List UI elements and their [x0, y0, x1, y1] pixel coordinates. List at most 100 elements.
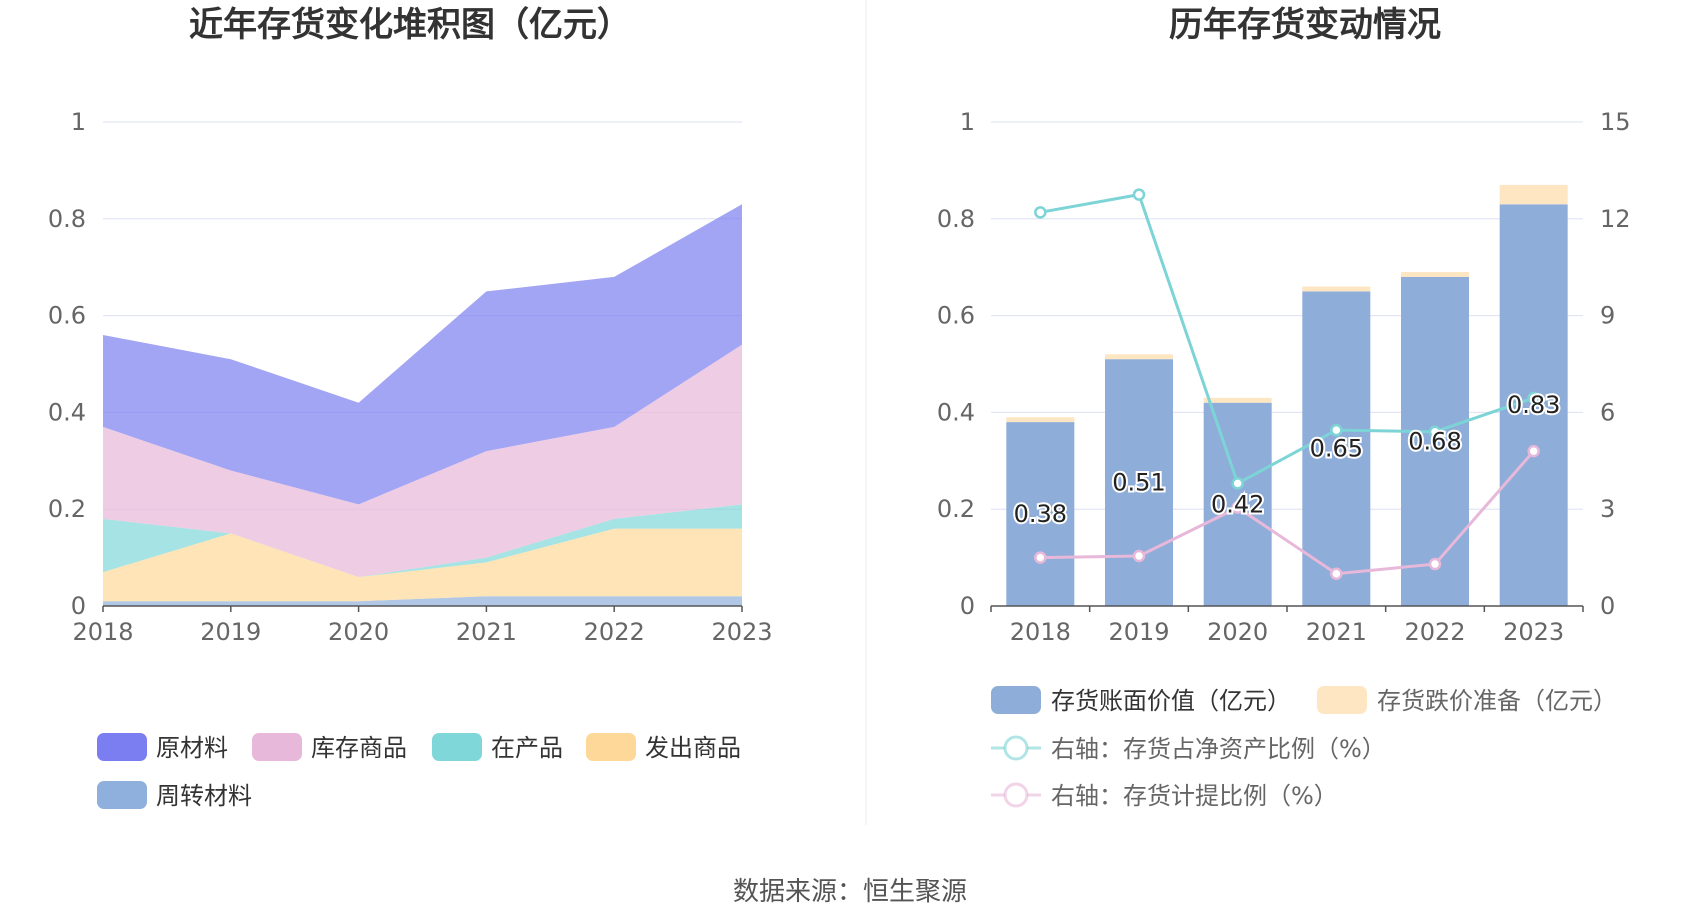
right-chart-title: 历年存货变动情况: [1169, 5, 1441, 45]
point-ratio_provision: [1132, 549, 1146, 563]
legend-item-raw_material[interactable]: 原材料: [97, 733, 228, 762]
left-y-tick-label: 1: [71, 108, 86, 136]
point-ratio_net_assets: [1132, 188, 1146, 201]
bar-value-label: 0.65: [1310, 435, 1363, 463]
right-left-y-tick-label: 1: [960, 108, 975, 136]
legend-swatch: [1317, 686, 1367, 714]
bar-value-label: 0.68: [1408, 427, 1461, 455]
point-ratio_net_assets: [1330, 423, 1343, 437]
bar-impairment: [1105, 354, 1173, 360]
legend-label: 存货账面价值（亿元）: [1051, 687, 1291, 715]
bar-value-label: 0.83: [1507, 391, 1560, 419]
legend-item-wip[interactable]: 在产品: [432, 733, 563, 762]
point-ratio_net_assets: [1428, 425, 1442, 439]
legend-item-shipped[interactable]: 发出商品: [586, 733, 741, 762]
left-x-tick-label: 2020: [328, 618, 389, 646]
bar-impairment: [1499, 184, 1568, 205]
line-ratio_net_assets: [1040, 192, 1535, 486]
right-grid: 0 0.2 0.4 0.6 0.8 1 0 3 6 9 12 15: [937, 108, 1631, 620]
right-legend: 存货账面价值（亿元） 存货跌价准备（亿元） 右轴：存货占净资产比例（%） 右轴：存货计…: [991, 686, 1617, 810]
right-left-y-tick-label: 0.2: [937, 495, 975, 523]
legend-item-ratio_net_assets[interactable]: 右轴：存货占净资产比例（%）: [991, 735, 1386, 763]
point-ratio_provision: [1527, 444, 1540, 458]
bar-value-label: 0.51: [1112, 469, 1165, 497]
right-x-tick-label: 2022: [1404, 618, 1465, 646]
bar-book_value: [1006, 422, 1075, 606]
left-x-tick-label: 2022: [584, 618, 645, 646]
legend-swatch: [97, 733, 147, 761]
legend-label: 存货跌价准备（亿元）: [1377, 687, 1617, 715]
right-left-y-tick-label: 0.8: [937, 205, 975, 233]
legend-swatch: [252, 733, 302, 761]
left-y-tick-label: 0.2: [48, 495, 86, 523]
legend-swatch: [586, 733, 636, 761]
legend-label: 周转材料: [156, 782, 252, 810]
bar-line-chart: 历年存货变动情况 0 0.2 0.4 0.6 0.8 1 0 3 6 9 12 15 0.38 0.51…: [937, 5, 1631, 810]
right-right-y-tick-label: 0: [1600, 592, 1615, 620]
legend-label: 库存商品: [311, 734, 407, 762]
bar-impairment: [1401, 272, 1469, 277]
area-stock_goods: [103, 344, 742, 577]
point-ratio_provision: [1231, 501, 1244, 514]
right-left-y-tick-label: 0.6: [937, 302, 975, 330]
left-x-tick-label: 2023: [711, 618, 772, 646]
data-source-label: 数据来源：恒生聚源: [733, 877, 967, 907]
bar-value-label: 0.38: [1014, 500, 1067, 528]
left-y-tick-label: 0.6: [48, 302, 86, 330]
bar-impairment: [1302, 286, 1371, 292]
left-areas: [103, 204, 742, 606]
right-right-y-tick-label: 15: [1600, 108, 1631, 136]
left-y-tick-label: 0.8: [48, 205, 86, 233]
point-ratio_provision: [1428, 557, 1442, 571]
right-x-tick-label: 2023: [1503, 618, 1564, 646]
legend-item-ratio_provision[interactable]: 右轴：存货计提比例（%）: [991, 782, 1338, 810]
area-shipped: [103, 528, 742, 602]
left-x-tick-label: 2021: [456, 618, 517, 646]
right-right-y-tick-label: 9: [1600, 302, 1615, 330]
point-ratio_provision: [1034, 551, 1047, 564]
right-left-y-tick-label: 0.4: [937, 398, 975, 426]
bar-book_value: [1302, 291, 1371, 606]
stacked-area-chart: 近年存货变化堆积图（亿元） 0 0.2 0.4 0.6 0.8 1 2018 2019 202…: [48, 5, 773, 810]
legend-label: 发出商品: [645, 734, 741, 762]
right-lines: [1034, 188, 1540, 580]
right-x-tick-label: 2019: [1108, 618, 1169, 646]
left-grid: 0 0.2 0.4 0.6 0.8 1: [48, 108, 742, 620]
right-axes: 2018 2019 2020 2021 2022 2023: [990, 605, 1584, 646]
right-x-tick-label: 2021: [1306, 618, 1367, 646]
point-ratio_net_assets: [1527, 391, 1540, 405]
legend-label: 在产品: [491, 734, 563, 762]
right-left-y-tick-label: 0: [960, 592, 975, 620]
left-x-tick-label: 2018: [72, 618, 133, 646]
bar-book_value: [1105, 359, 1173, 606]
bar-impairment: [1006, 417, 1075, 423]
legend-marker: [1003, 735, 1029, 761]
left-chart-title: 近年存货变化堆积图（亿元）: [189, 5, 631, 45]
legend-swatch: [432, 733, 482, 761]
left-axes: 2018 2019 2020 2021 2022 2023: [72, 605, 773, 646]
left-y-tick-label: 0.4: [48, 398, 86, 426]
right-bars: [1006, 184, 1568, 606]
bar-impairment: [1203, 397, 1272, 403]
legend-item-book_value[interactable]: 存货账面价值（亿元）: [991, 686, 1291, 715]
point-ratio_net_assets: [1034, 206, 1047, 219]
legend-label: 原材料: [156, 734, 228, 762]
area-wip: [103, 504, 742, 577]
legend-item-impairment[interactable]: 存货跌价准备（亿元）: [1317, 686, 1617, 715]
legend-label: 右轴：存货占净资产比例（%）: [1051, 735, 1386, 763]
legend-marker: [1003, 782, 1029, 808]
right-right-y-tick-label: 6: [1600, 398, 1615, 426]
legend-item-turnover[interactable]: 周转材料: [97, 781, 252, 810]
legend-label: 右轴：存货计提比例（%）: [1051, 782, 1338, 810]
legend-item-stock_goods[interactable]: 库存商品: [252, 733, 407, 762]
right-bar-labels: 0.38 0.51 0.42 0.65 0.68 0.83: [1012, 389, 1563, 530]
bar-book_value: [1401, 276, 1469, 606]
right-x-tick-label: 2020: [1207, 618, 1268, 646]
left-y-tick-label: 0: [71, 592, 86, 620]
area-turnover: [103, 596, 742, 606]
legend-swatch: [991, 686, 1041, 714]
bar-value-label: 0.42: [1211, 490, 1264, 518]
right-right-y-tick-label: 3: [1600, 495, 1615, 523]
